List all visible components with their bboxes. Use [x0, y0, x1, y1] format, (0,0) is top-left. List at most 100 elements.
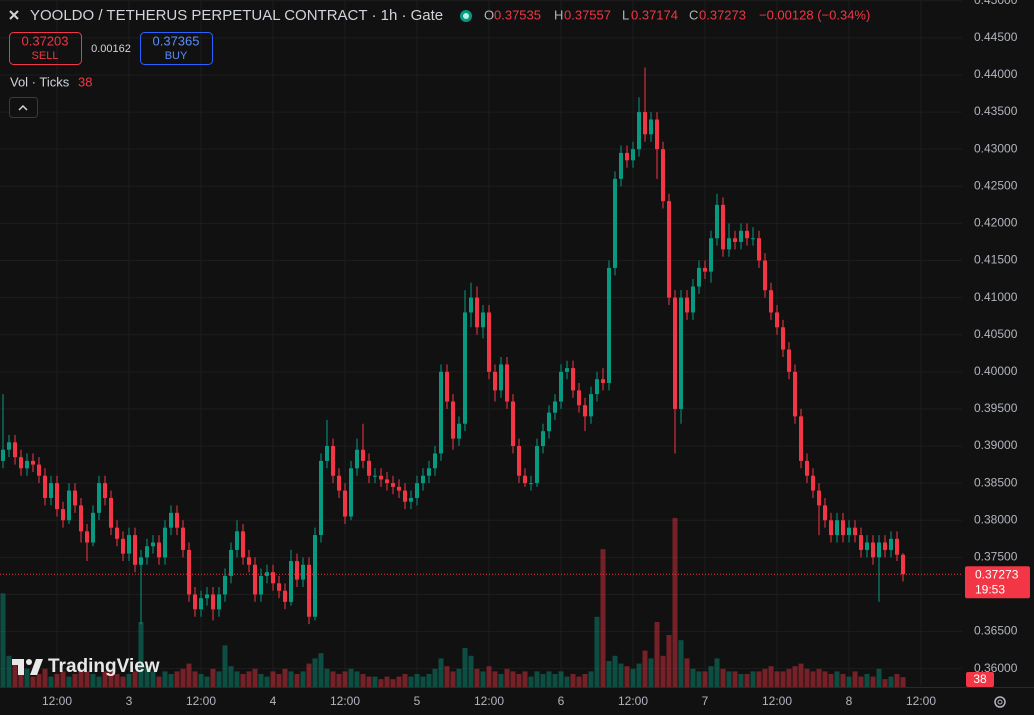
- candle-body: [73, 490, 77, 506]
- volume-bar: [144, 666, 150, 687]
- buy-price: 0.37365: [153, 33, 200, 48]
- volume-bar: [240, 674, 246, 687]
- candle-body: [133, 535, 137, 565]
- symbol-icon: [9, 10, 19, 20]
- candle-body: [787, 349, 791, 372]
- candle-body: [649, 119, 653, 135]
- volume-bar: [12, 663, 18, 687]
- candle-body: [277, 583, 281, 591]
- volume-bar: [30, 676, 36, 687]
- candle-body: [397, 486, 401, 491]
- volume-bar: [546, 671, 552, 687]
- candle-body: [157, 542, 161, 558]
- volume-bar: [528, 676, 534, 687]
- candle-body: [823, 505, 827, 521]
- candle-body: [55, 483, 59, 510]
- candle-body: [121, 538, 125, 554]
- candle-body: [769, 290, 773, 313]
- volume-bar: [540, 674, 546, 687]
- x-tick-label: 12:00: [762, 694, 792, 708]
- candle-body: [565, 368, 569, 372]
- candle-body: [25, 460, 29, 469]
- candle-body: [13, 442, 17, 458]
- spread: 0.00162: [91, 43, 131, 55]
- candle-body: [613, 178, 617, 268]
- volume-bar: [612, 655, 618, 687]
- volume-bar: [180, 668, 186, 687]
- volume-bar: [744, 674, 750, 687]
- volume-bar: [552, 674, 558, 687]
- candle-body: [469, 297, 473, 313]
- candle-body: [811, 475, 815, 491]
- volume-bar: [174, 671, 180, 687]
- x-tick-label: 3: [126, 694, 133, 708]
- sell-label: SELL: [32, 50, 59, 62]
- candle-body: [499, 364, 503, 391]
- volume-bar: [186, 663, 192, 687]
- volume-bar: [234, 671, 240, 687]
- volume-bar: [450, 671, 456, 687]
- candle-body: [505, 364, 509, 402]
- volume-bar: [870, 676, 876, 687]
- volume-bar: [606, 661, 612, 687]
- volume-bar: [462, 648, 468, 687]
- volume-bar: [252, 668, 258, 687]
- x-tick-label: 12:00: [42, 694, 72, 708]
- y-tick-label: 0.44000: [974, 67, 1018, 81]
- volume-bar: [576, 676, 582, 687]
- candle-body: [619, 152, 623, 179]
- candle-body: [691, 286, 695, 313]
- candle-body: [331, 446, 335, 476]
- candle-body: [559, 371, 563, 402]
- candle-body: [7, 442, 11, 450]
- candle-body: [391, 483, 395, 487]
- y-tick-label: 0.39000: [974, 438, 1018, 452]
- volume-bar: [786, 668, 792, 687]
- volume-bar: [432, 668, 438, 687]
- volume-bar: [402, 674, 408, 687]
- candle-body: [415, 483, 419, 498]
- candle-body: [307, 564, 311, 617]
- volume-bar: [882, 679, 888, 687]
- candle-body: [451, 401, 455, 439]
- candle-body: [1, 449, 5, 461]
- volume-title: Vol · Ticks: [10, 74, 70, 89]
- candle-body: [799, 416, 803, 461]
- volume-bar: [828, 674, 834, 687]
- volume-bar: [768, 666, 774, 687]
- volume-bar: [822, 671, 828, 687]
- buy-button[interactable]: [140, 32, 213, 65]
- volume-bar: [684, 658, 690, 687]
- candle-body: [313, 535, 317, 617]
- volume-bar: [858, 676, 864, 687]
- volume-bar: [840, 674, 846, 687]
- candle-body: [601, 379, 605, 383]
- volume-bar: [690, 668, 696, 687]
- ohlc-low-label: L: [622, 7, 629, 22]
- candle-body: [43, 475, 47, 498]
- volume-bar: [834, 671, 840, 687]
- sell-button[interactable]: [9, 32, 82, 65]
- volume-bar: [324, 668, 330, 687]
- volume-bar: [204, 676, 210, 687]
- volume-bar: [474, 668, 480, 687]
- y-tick-label: 0.37500: [974, 550, 1018, 564]
- candle-body: [847, 527, 851, 536]
- volume-bar: [678, 640, 684, 687]
- candle-body: [781, 327, 785, 350]
- candle-body: [139, 557, 143, 565]
- candle-body: [127, 535, 131, 554]
- volume-bar: [354, 671, 360, 687]
- countdown-label: 19:53: [975, 582, 1005, 596]
- candle-body: [757, 238, 761, 261]
- volume-bar: [564, 676, 570, 687]
- candle-body: [529, 483, 533, 485]
- candle-body: [181, 527, 185, 550]
- settings-icon[interactable]: [994, 696, 1006, 708]
- volume-bar: [600, 549, 606, 687]
- candle-body: [103, 483, 107, 498]
- volume-bar: [816, 668, 822, 687]
- candle-body: [169, 512, 173, 528]
- candle-body: [493, 371, 497, 391]
- candle-body: [427, 468, 431, 476]
